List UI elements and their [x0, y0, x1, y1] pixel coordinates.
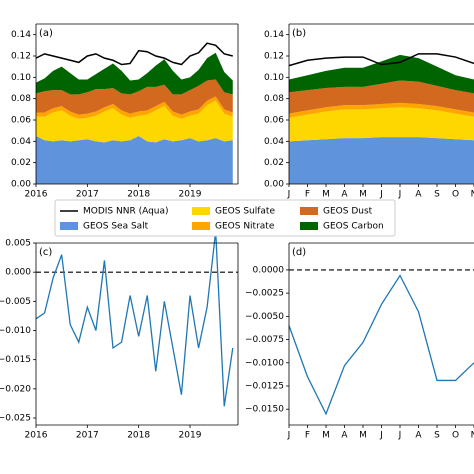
area — [289, 102, 474, 118]
y-tick-label: −0.015 — [0, 355, 31, 365]
x-tick-label: J — [379, 431, 383, 441]
panel-label: (b) — [292, 28, 306, 39]
legend-label: GEOS Sulfate — [215, 207, 275, 217]
x-tick-label: 2019 — [179, 190, 202, 200]
x-tick-label: J — [398, 431, 402, 441]
y-tick-label: 0.02 — [264, 158, 284, 168]
legend-label: MODIS NNR (Aqua) — [83, 207, 169, 217]
x-tick-label: 2019 — [179, 431, 202, 441]
x-tick-label: O — [452, 190, 459, 200]
legend-swatch — [192, 222, 210, 230]
area — [36, 136, 233, 184]
x-tick-label: 2017 — [76, 190, 99, 200]
x-tick-label: A — [415, 190, 422, 200]
panel-label: (c) — [39, 247, 52, 258]
y-tick-label: −0.0075 — [245, 335, 284, 345]
y-tick-label: −0.0125 — [245, 382, 284, 392]
legend-swatch — [300, 222, 318, 230]
y-tick-label: 0.005 — [5, 239, 31, 249]
x-tick-label: 2016 — [25, 431, 48, 441]
y-tick-label: 0.12 — [264, 52, 284, 62]
area — [289, 54, 474, 94]
y-tick-label: 0.08 — [11, 94, 31, 104]
panel-label: (a) — [39, 28, 53, 39]
x-tick-label: J — [398, 190, 402, 200]
legend-swatch — [300, 207, 318, 215]
x-tick-label: O — [452, 431, 459, 441]
area — [289, 80, 474, 114]
y-tick-label: 0.12 — [11, 52, 31, 62]
area — [36, 79, 233, 115]
x-tick-label: J — [287, 190, 291, 200]
x-tick-label: F — [305, 431, 310, 441]
x-tick-label: 2016 — [25, 190, 48, 200]
y-tick-label: 0.06 — [11, 116, 31, 126]
y-tick-label: −0.010 — [0, 326, 31, 336]
area — [289, 137, 474, 184]
legend-label: GEOS Nitrate — [215, 222, 275, 232]
y-tick-label: −0.005 — [0, 297, 31, 307]
y-tick-label: 0.0000 — [253, 265, 285, 275]
x-tick-label: A — [341, 431, 348, 441]
y-tick-label: 0.06 — [264, 116, 284, 126]
y-tick-label: 0.14 — [264, 30, 284, 40]
area — [289, 107, 474, 142]
x-tick-label: S — [434, 431, 440, 441]
area — [36, 52, 233, 95]
y-tick-label: 0.02 — [11, 158, 31, 168]
x-tick-label: J — [287, 431, 291, 441]
legend-swatch — [192, 207, 210, 215]
y-tick-label: 0.08 — [264, 94, 284, 104]
y-tick-label: 0.14 — [11, 30, 31, 40]
x-tick-label: 2018 — [127, 190, 150, 200]
y-tick-label: −0.0150 — [245, 405, 284, 415]
legend-label: GEOS Dust — [323, 207, 373, 217]
area — [36, 100, 233, 143]
x-tick-label: M — [322, 190, 330, 200]
x-tick-label: M — [359, 431, 367, 441]
x-tick-label: A — [341, 190, 348, 200]
x-tick-label: J — [379, 190, 383, 200]
legend-label: GEOS Carbon — [323, 222, 384, 232]
y-tick-label: −0.020 — [0, 384, 31, 394]
x-tick-label: A — [415, 431, 422, 441]
y-tick-label: −0.0100 — [245, 358, 284, 368]
y-tick-label: −0.0050 — [245, 312, 284, 322]
y-tick-label: 0.000 — [5, 268, 31, 278]
y-tick-label: 0.00 — [264, 180, 284, 190]
x-tick-label: 2018 — [127, 431, 150, 441]
line — [35, 42, 233, 66]
x-tick-label: S — [434, 190, 440, 200]
x-tick-label: M — [322, 431, 330, 441]
y-tick-label: 0.10 — [264, 73, 284, 83]
legend-label: GEOS Sea Salt — [83, 222, 149, 232]
x-tick-label: M — [359, 190, 367, 200]
y-tick-label: −0.025 — [0, 414, 31, 424]
area — [36, 96, 233, 119]
panel-label: (d) — [292, 247, 306, 258]
line — [35, 231, 234, 407]
y-tick-label: 0.00 — [11, 180, 31, 190]
x-tick-label: 2017 — [76, 431, 99, 441]
legend-swatch — [60, 222, 78, 230]
x-tick-label: F — [305, 190, 310, 200]
line — [288, 53, 474, 67]
x-tick-label: N — [471, 431, 474, 441]
line — [288, 274, 474, 416]
y-tick-label: 0.04 — [264, 137, 284, 147]
y-tick-label: 0.10 — [11, 73, 31, 83]
y-tick-label: 0.04 — [11, 137, 31, 147]
x-tick-label: N — [471, 190, 474, 200]
y-tick-label: −0.0025 — [245, 289, 284, 299]
